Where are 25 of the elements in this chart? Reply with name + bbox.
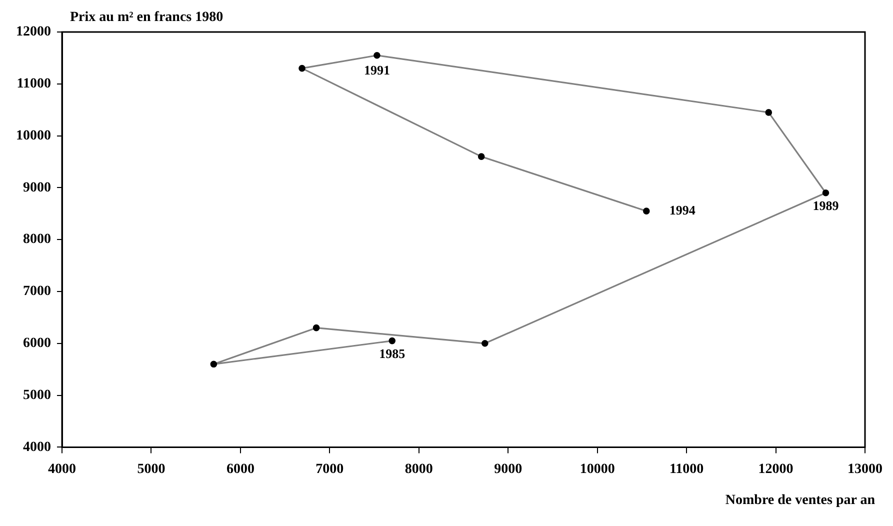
y-tick-label: 8000 — [23, 232, 51, 248]
x-tick-label: 4000 — [48, 462, 76, 478]
annotation: 1991 — [364, 62, 390, 78]
y-tick-label: 7000 — [23, 284, 51, 300]
y-tick-label: 6000 — [23, 336, 51, 352]
y-tick-label: 12000 — [16, 24, 51, 40]
x-tick-label: 7000 — [316, 462, 344, 478]
x-tick-label: 13000 — [848, 462, 882, 478]
x-tick-label: 10000 — [580, 462, 615, 478]
x-tick-label: 6000 — [226, 462, 254, 478]
annotation: 1985 — [379, 346, 406, 362]
y-tick-label: 5000 — [23, 388, 51, 403]
annotation: 1989 — [812, 198, 840, 214]
x-tick-label: 9000 — [494, 462, 522, 478]
y-tick-label: 10000 — [16, 128, 51, 144]
x-tick-label: 11000 — [669, 462, 704, 478]
x-tick-label: 5000 — [137, 462, 166, 478]
x-tick-label: 8000 — [404, 462, 433, 478]
y-axis-title: Prix au m² en francs 1980 — [70, 10, 224, 26]
x-axis-title: Nombre de ventes par an — [725, 493, 875, 509]
y-tick-label: 11000 — [16, 76, 51, 92]
y-tick-label: 9000 — [23, 180, 51, 196]
annotation: 1994 — [669, 202, 696, 218]
x-tick-label: 12000 — [758, 462, 794, 478]
y-tick-label: 4000 — [23, 440, 51, 455]
